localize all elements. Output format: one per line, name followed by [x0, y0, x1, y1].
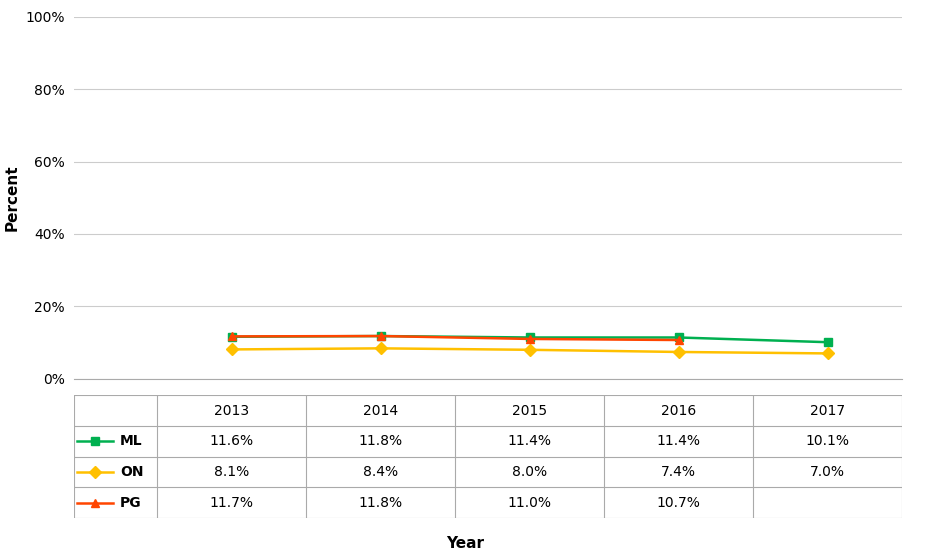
Text: 11.6%: 11.6%: [209, 434, 254, 448]
Text: 2014: 2014: [363, 404, 398, 418]
Text: ON: ON: [120, 465, 143, 479]
Y-axis label: Percent: Percent: [5, 164, 20, 231]
PG: [673, 336, 684, 343]
Text: 11.8%: 11.8%: [359, 434, 403, 448]
Text: 2013: 2013: [214, 404, 249, 418]
Text: 10.7%: 10.7%: [657, 496, 700, 510]
Text: 7.4%: 7.4%: [661, 465, 697, 479]
Text: 11.8%: 11.8%: [359, 496, 403, 510]
Text: ML: ML: [120, 434, 142, 448]
Text: 11.4%: 11.4%: [508, 434, 551, 448]
Text: 2017: 2017: [810, 404, 845, 418]
Text: 11.7%: 11.7%: [209, 496, 254, 510]
PG: [226, 333, 237, 340]
Line: ML: ML: [228, 332, 831, 346]
Text: 2016: 2016: [661, 404, 697, 418]
ML: [822, 339, 833, 345]
ML: [673, 334, 684, 341]
ON: [525, 346, 536, 353]
Line: ON: ON: [228, 344, 831, 358]
Text: 11.0%: 11.0%: [508, 496, 551, 510]
Text: Year: Year: [446, 536, 484, 551]
Line: PG: PG: [228, 332, 683, 344]
ML: [375, 333, 386, 339]
Text: 11.4%: 11.4%: [657, 434, 700, 448]
ON: [673, 349, 684, 355]
Text: 8.4%: 8.4%: [363, 465, 398, 479]
Text: 8.1%: 8.1%: [214, 465, 249, 479]
Text: 10.1%: 10.1%: [805, 434, 850, 448]
PG: [375, 333, 386, 339]
Text: 8.0%: 8.0%: [512, 465, 547, 479]
ON: [822, 350, 833, 356]
Text: 2015: 2015: [512, 404, 547, 418]
ON: [226, 346, 237, 353]
Text: 7.0%: 7.0%: [810, 465, 845, 479]
ML: [525, 334, 536, 341]
PG: [525, 335, 536, 342]
ON: [375, 345, 386, 351]
Text: PG: PG: [120, 496, 141, 510]
ML: [226, 334, 237, 340]
